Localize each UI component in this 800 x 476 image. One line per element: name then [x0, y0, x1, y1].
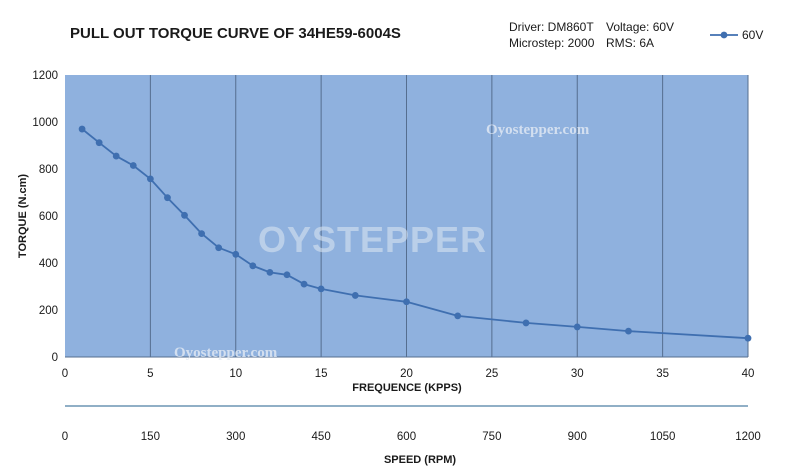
watermark-top: Oyostepper.com: [486, 122, 590, 138]
data-point: [573, 323, 581, 331]
chart-title: PULL OUT TORQUE CURVE OF 34HE59-6004S: [70, 25, 401, 42]
data-point: [112, 152, 120, 160]
speed-tick-label: 600: [397, 431, 416, 443]
series-line: [81, 128, 749, 340]
x-tick-label: 40: [742, 368, 755, 380]
legend-label: 60V: [742, 28, 763, 42]
data-point: [215, 244, 223, 252]
data-point: [454, 312, 462, 320]
legend: 60V: [710, 28, 763, 42]
speed-tick-label: 0: [62, 431, 68, 443]
data-point: [403, 298, 410, 306]
driver-info: Driver: DM860T: [509, 20, 594, 34]
speed-tick-label: 450: [312, 431, 331, 443]
data-point: [95, 139, 103, 147]
speed-tick-label: 1200: [735, 431, 761, 443]
data-point: [146, 175, 154, 183]
y-tick-label: 800: [39, 164, 58, 176]
speed-axis-title: SPEED (RPM): [384, 454, 456, 466]
rms-info: RMS: 6A: [606, 36, 654, 50]
x-tick-label: 10: [229, 368, 242, 380]
voltage-info: Voltage: 60V: [606, 20, 674, 34]
x-axis-ticks: 0 5 10 15 20 25 30 35 40: [62, 368, 755, 380]
y-tick-label: 1000: [32, 117, 58, 129]
speed-tick-label: 750: [482, 431, 501, 443]
y-tick-label: 1200: [32, 70, 58, 82]
y-axis-title: TORQUE (N.cm): [17, 174, 29, 258]
watermark-center: OYSTEPPER: [258, 219, 487, 260]
data-point: [232, 250, 240, 258]
y-tick-label: 400: [39, 258, 58, 270]
grid-lines: [65, 75, 749, 358]
y-tick-label: 200: [39, 305, 58, 317]
data-point: [198, 230, 206, 238]
data-point: [181, 211, 188, 219]
speed-tick-label: 900: [568, 431, 587, 443]
data-point: [249, 262, 257, 270]
x-tick-label: 35: [656, 368, 669, 380]
x-tick-label: 15: [315, 368, 328, 380]
data-point: [522, 319, 530, 327]
watermark-logo-text: OYSTEPPER: [258, 219, 487, 260]
speed-tick-label: 300: [226, 431, 245, 443]
watermark-bottom: Oyostepper.com: [174, 345, 278, 361]
speed-axis-ticks: 0 150 300 450 600 750 900 1050 1200: [62, 431, 761, 443]
x-tick-label: 25: [485, 368, 498, 380]
speed-tick-label: 150: [141, 431, 160, 443]
legend-marker: [720, 31, 728, 39]
x-axis-title: FREQUENCE (KPPS): [352, 382, 462, 394]
x-tick-label: 20: [400, 368, 413, 380]
y-tick-label: 0: [52, 352, 58, 364]
series-60v: [78, 125, 752, 342]
data-point: [266, 269, 274, 276]
data-point: [283, 271, 291, 279]
x-tick-label: 30: [571, 368, 584, 380]
data-point: [351, 292, 359, 299]
data-point: [164, 194, 171, 202]
speed-tick-label: 1050: [650, 431, 676, 443]
data-point: [317, 285, 325, 293]
y-tick-label: 600: [39, 211, 58, 223]
y-axis-ticks: 0 200 400 600 800 1000 1200: [32, 70, 58, 364]
data-point: [78, 125, 86, 133]
data-point: [129, 162, 137, 169]
data-point: [625, 327, 632, 335]
data-point: [300, 280, 308, 288]
x-tick-label: 0: [62, 368, 68, 380]
microstep-info: Microstep: 2000: [509, 36, 595, 50]
x-tick-label: 5: [147, 368, 153, 380]
data-point: [744, 334, 752, 342]
